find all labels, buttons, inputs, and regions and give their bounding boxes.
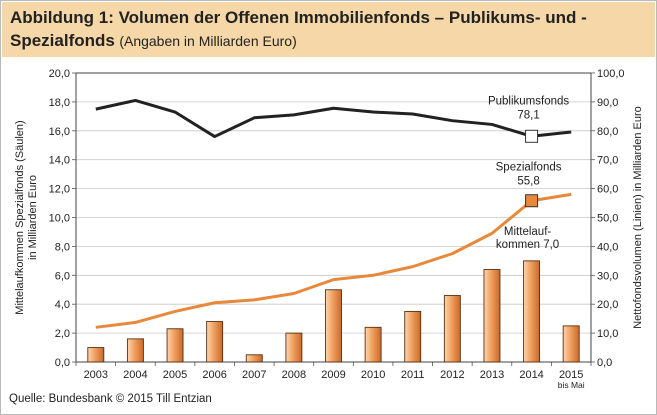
x-tick-label: 2007 [242, 369, 266, 381]
annotation-spezialfonds: 55,8 [517, 176, 539, 188]
bar [523, 260, 541, 363]
bar [443, 295, 461, 363]
y-left-tick-label: 20,0 [49, 68, 70, 80]
x-tick-label: 2012 [440, 369, 464, 381]
marker-spezialfonds [525, 194, 539, 208]
x-tick-label: 2004 [123, 369, 147, 381]
annotation-publikumsfonds: Publikumsfonds [488, 95, 569, 107]
y-right-axis-title: Nettofondsvolumen (Linien) in Milliarden… [632, 106, 644, 329]
y-left-tick-label: 0,0 [55, 357, 70, 369]
bar [483, 269, 501, 363]
x-tick-label: 2011 [401, 369, 425, 381]
x-tick-label: 2014 [519, 369, 543, 381]
y-left-tick-label: 8,0 [55, 241, 70, 253]
figure-title: Abbildung 1: Volumen der Offenen Immobil… [10, 7, 650, 53]
y-right-tick-label: 20,0 [597, 299, 618, 311]
y-left-tick-label: 16,0 [49, 126, 70, 138]
bar [87, 347, 105, 363]
bar [364, 326, 382, 363]
x-tick-label: 2003 [84, 369, 108, 381]
annotation-spezialfonds: Spezialfonds [496, 162, 562, 174]
y-left-axis-title: in Milliarden Euro [27, 175, 39, 260]
bar [245, 354, 263, 363]
y-right-tick-label: 100,0 [597, 68, 625, 80]
y-right-tick-label: 50,0 [597, 213, 618, 225]
x-tick-label: 2015 [559, 369, 583, 381]
x-tick-label: 2008 [282, 369, 306, 381]
chart-svg: 0,0 2,0 4,0 6,0 8,0 10,0 12,0 14,0 16,0 18,0 20,0 0… [14, 68, 644, 390]
y-right-tick-label: 70,0 [597, 155, 618, 167]
x-tick-label: 2005 [163, 369, 187, 381]
bar [404, 310, 422, 363]
line-spezialfonds [95, 192, 572, 329]
y-left-tick-label: 2,0 [55, 328, 70, 340]
x-tick-sublabel: bis Mai [558, 380, 585, 390]
x-tick-label: 2009 [321, 369, 345, 381]
y-left-tick-label: 12,0 [49, 184, 70, 196]
bar [126, 338, 144, 363]
annotation-mittelaufkommen: Mittelauf- [504, 226, 551, 238]
bar [285, 332, 303, 363]
bar [206, 321, 224, 363]
source-note: Quelle: Bundesbank © 2015 Till Entzian [9, 393, 212, 405]
y-right-tick-label: 60,0 [597, 184, 618, 196]
y-right-tick-label: 90,0 [597, 97, 618, 109]
y-right-tick-label: 40,0 [597, 241, 618, 253]
y-right-tick-label: 80,0 [597, 126, 618, 138]
x-tick-label: 2013 [480, 369, 504, 381]
y-left-tick-label: 14,0 [49, 155, 70, 167]
bar [166, 328, 184, 363]
figure-title-main: Abbildung 1: Volumen der Offenen Immobil… [10, 8, 587, 50]
x-tick-label: 2006 [202, 369, 226, 381]
annotation-publikumsfonds: 78,1 [517, 109, 539, 121]
figure-title-sub: (Angaben in Milliarden Euro) [119, 33, 297, 49]
y-left-axis-title: Mittelaufkommen Spezialfonds (Säulen) [14, 120, 26, 314]
y-left-tick-label: 4,0 [55, 299, 70, 311]
figure-header [2, 2, 655, 57]
bar [562, 325, 580, 363]
line-publikumsfonds [95, 98, 572, 139]
y-right-tick-label: 30,0 [597, 270, 618, 282]
y-right-tick-label: 0,0 [597, 357, 612, 369]
y-left-tick-label: 18,0 [49, 97, 70, 109]
annotation-mittelaufkommen: kommen 7,0 [496, 239, 559, 251]
marker-publikumsfonds [525, 129, 539, 143]
y-right-tick-label: 10,0 [597, 328, 618, 340]
bar [325, 289, 342, 363]
y-left-tick-label: 6,0 [55, 270, 70, 282]
y-left-tick-label: 10,0 [49, 213, 70, 225]
x-tick-label: 2010 [361, 369, 385, 381]
